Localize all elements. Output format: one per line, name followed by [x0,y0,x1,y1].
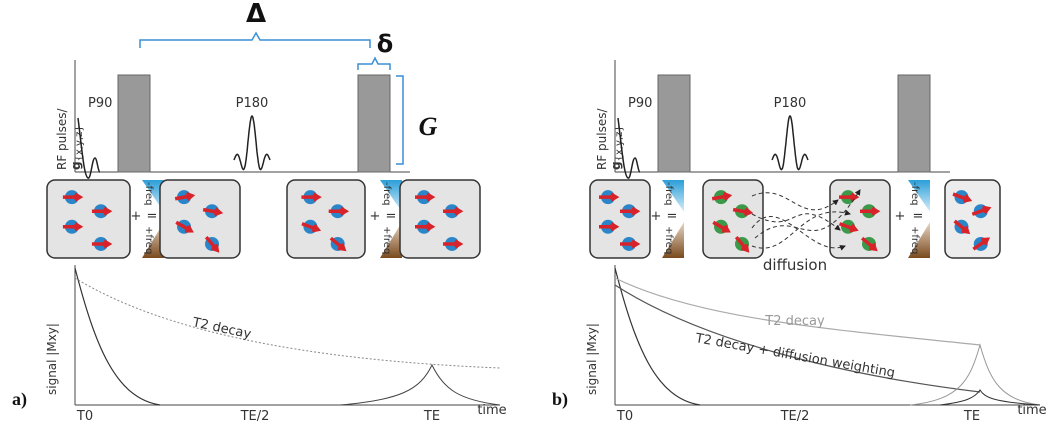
freq-minus: -freq [381,182,392,206]
signal-axis-label: signal |Mxy| [45,323,59,395]
time-label: time [1017,403,1046,418]
signal-axis-label: signal |Mxy| [585,323,599,395]
time-label: TE [963,409,980,424]
time-label: TE/2 [780,409,810,424]
figure: Δ δ G RF pulses/g{x,y,z}P90P180signal |M… [0,0,1063,430]
spin-box [47,180,130,258]
freq-plus: +freq [143,226,154,254]
echo [340,365,500,405]
rf-axis-g: g [609,161,623,170]
spin-box [830,180,890,258]
equals-sign: = [147,209,158,224]
diffusion-path [752,193,838,210]
spin-box [287,180,365,258]
gradient-pulse [898,75,930,172]
fast-decay [75,268,160,405]
plus-sign: + [651,209,662,224]
spin-box [945,180,1000,258]
gradient-pulse [358,75,390,172]
pulse-180-label: P180 [774,96,807,111]
time-label: T0 [76,409,93,424]
equals-sign: = [913,209,924,224]
gradient-pulse [658,75,690,172]
t2-decay [615,278,980,345]
echo [910,345,1040,405]
spin-box [590,180,650,258]
pulse-180-label: P180 [236,96,269,111]
rf-axis-g: g [69,161,83,170]
delta-brace [140,33,370,48]
rf-axis-main: RF pulses/ [55,108,69,170]
freq-minus: -freq [663,182,674,206]
plus-sign: + [370,209,381,224]
freq-minus: -freq [143,182,154,206]
fast-decay [615,268,700,405]
pulse-180 [234,116,270,170]
equals-sign: = [667,209,678,224]
spin-box [400,180,480,258]
t2-decay [75,278,500,368]
time-label: T0 [616,409,633,424]
freq-plus: +freq [381,226,392,254]
equals-sign: = [386,209,397,224]
t2-diffusion-decay [615,285,980,392]
delta-small-brace [358,58,390,70]
diffusion-label: diffusion [763,256,827,274]
t2-decay-label: T2 decay [764,314,825,329]
pulse-90-label: P90 [88,96,112,111]
gradient-pulse [118,75,150,172]
freq-minus: -freq [909,182,920,206]
pulse-90-label: P90 [628,96,652,111]
freq-plus: +freq [909,226,920,254]
panel-label: b) [552,389,568,410]
gradient-bracket [396,76,403,164]
delta-big: Δ [246,0,266,29]
pulse-180 [772,116,808,170]
plus-sign: + [895,209,906,224]
rf-axis-main: RF pulses/ [595,108,609,170]
freq-plus: +freq [663,226,674,254]
t2-decay-label: T2 decay [190,315,253,342]
time-label: time [477,403,506,418]
time-label: TE [423,409,440,424]
delta-small: δ [377,30,394,58]
plus-sign: + [131,209,142,224]
gradient-label: G [419,112,438,141]
t2-diffusion-label: T2 decay + diffusion weighting [693,331,896,381]
spin-box [160,180,240,258]
time-label: TE/2 [240,409,270,424]
panel-label: a) [12,389,27,410]
